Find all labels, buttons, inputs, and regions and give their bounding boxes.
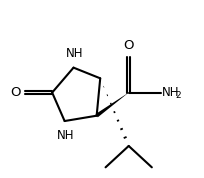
Text: NH: NH [66, 47, 83, 60]
Text: NH: NH [57, 129, 74, 142]
Polygon shape [95, 93, 129, 117]
Text: O: O [11, 86, 21, 99]
Text: NH: NH [162, 86, 179, 99]
Text: 2: 2 [175, 91, 181, 100]
Text: O: O [123, 39, 134, 52]
